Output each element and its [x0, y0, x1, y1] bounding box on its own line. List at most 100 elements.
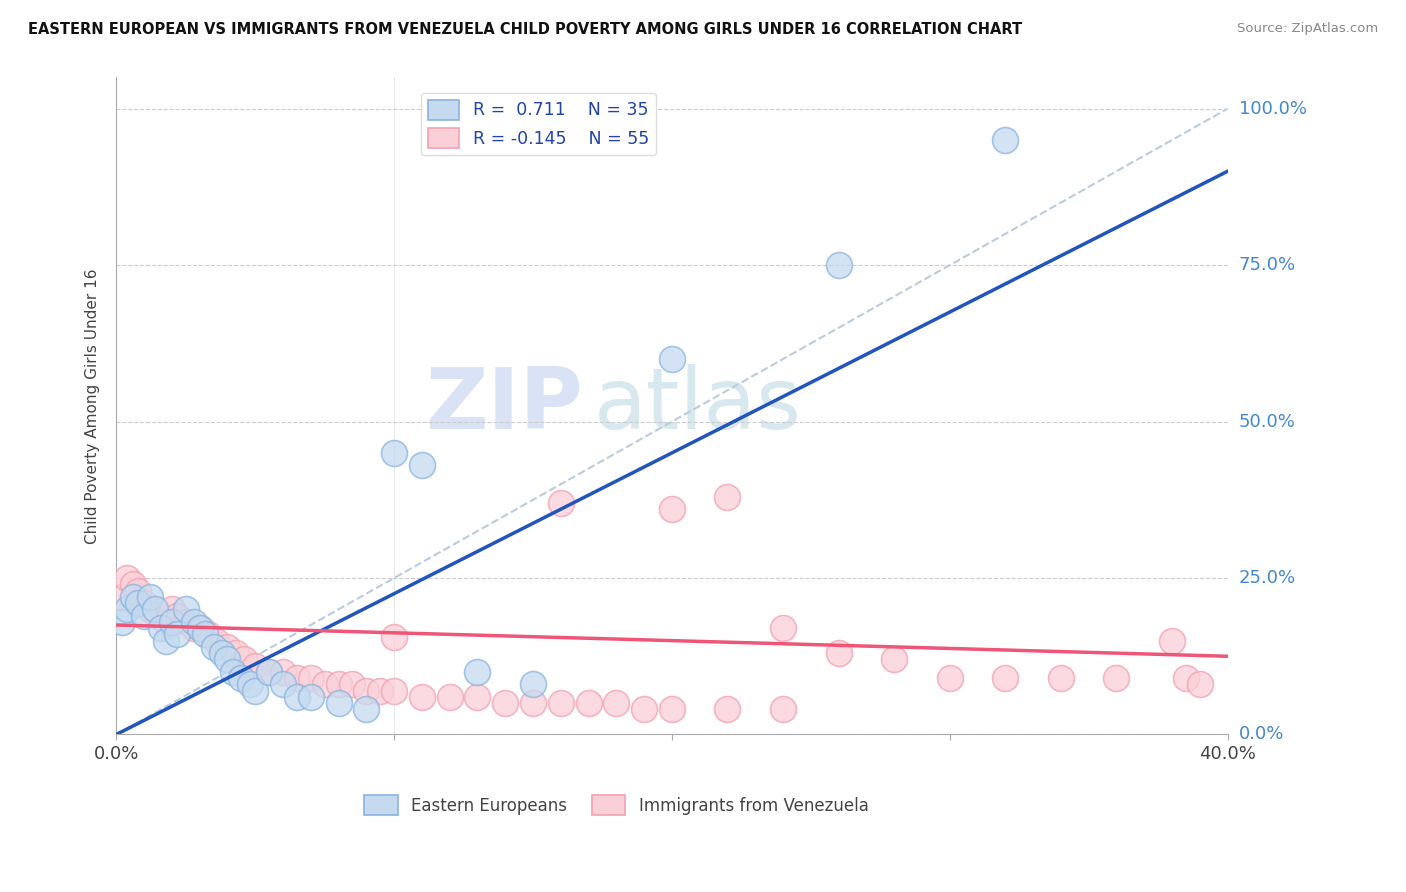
Point	[356, 683, 378, 698]
Point	[661, 702, 683, 716]
Point	[174, 615, 197, 629]
Point	[522, 677, 544, 691]
Point	[411, 458, 433, 473]
Point	[149, 621, 172, 635]
Point	[194, 627, 217, 641]
Text: 50.0%: 50.0%	[1239, 413, 1295, 431]
Point	[222, 665, 245, 679]
Point	[188, 621, 211, 635]
Point	[128, 583, 150, 598]
Point	[117, 571, 139, 585]
Point	[243, 658, 266, 673]
Point	[522, 696, 544, 710]
Point	[111, 615, 134, 629]
Point	[382, 631, 405, 645]
Point	[716, 702, 738, 716]
Point	[143, 602, 166, 616]
Point	[342, 677, 364, 691]
Legend: Eastern Europeans, Immigrants from Venezuela: Eastern Europeans, Immigrants from Venez…	[357, 789, 875, 822]
Point	[382, 446, 405, 460]
Point	[299, 671, 322, 685]
Point	[111, 590, 134, 604]
Point	[661, 502, 683, 516]
Point	[243, 683, 266, 698]
Point	[146, 608, 169, 623]
Point	[994, 671, 1017, 685]
Point	[633, 702, 655, 716]
Point	[661, 352, 683, 367]
Point	[328, 677, 350, 691]
Point	[299, 690, 322, 704]
Point	[285, 690, 308, 704]
Point	[1174, 671, 1197, 685]
Point	[439, 690, 461, 704]
Point	[314, 677, 336, 691]
Point	[132, 596, 155, 610]
Point	[160, 615, 183, 629]
Point	[938, 671, 960, 685]
Point	[225, 646, 247, 660]
Point	[211, 646, 233, 660]
Point	[411, 690, 433, 704]
Point	[138, 590, 160, 604]
Point	[382, 683, 405, 698]
Point	[550, 696, 572, 710]
Point	[188, 621, 211, 635]
Point	[716, 490, 738, 504]
Y-axis label: Child Poverty Among Girls Under 16: Child Poverty Among Girls Under 16	[86, 268, 100, 544]
Point	[550, 496, 572, 510]
Point	[368, 683, 391, 698]
Point	[231, 671, 253, 685]
Point	[285, 671, 308, 685]
Point	[1188, 677, 1211, 691]
Point	[233, 652, 256, 666]
Point	[132, 608, 155, 623]
Point	[122, 590, 145, 604]
Point	[257, 665, 280, 679]
Point	[467, 690, 489, 704]
Point	[1161, 633, 1184, 648]
Point	[271, 665, 294, 679]
Text: 0.0%: 0.0%	[1239, 725, 1284, 744]
Point	[202, 640, 225, 654]
Point	[827, 646, 849, 660]
Text: EASTERN EUROPEAN VS IMMIGRANTS FROM VENEZUELA CHILD POVERTY AMONG GIRLS UNDER 16: EASTERN EUROPEAN VS IMMIGRANTS FROM VENE…	[28, 22, 1022, 37]
Text: Source: ZipAtlas.com: Source: ZipAtlas.com	[1237, 22, 1378, 36]
Point	[166, 608, 188, 623]
Text: 100.0%: 100.0%	[1239, 100, 1306, 118]
Point	[205, 633, 228, 648]
Point	[1105, 671, 1128, 685]
Point	[166, 627, 188, 641]
Point	[578, 696, 600, 710]
Point	[183, 615, 205, 629]
Point	[117, 602, 139, 616]
Point	[827, 258, 849, 272]
Point	[356, 702, 378, 716]
Point	[239, 677, 262, 691]
Point	[1050, 671, 1073, 685]
Point	[160, 602, 183, 616]
Point	[217, 640, 239, 654]
Point	[271, 677, 294, 691]
Point	[122, 577, 145, 591]
Point	[772, 702, 794, 716]
Point	[155, 633, 177, 648]
Text: ZIP: ZIP	[425, 365, 583, 448]
Point	[494, 696, 516, 710]
Point	[772, 621, 794, 635]
Point	[467, 665, 489, 679]
Point	[605, 696, 627, 710]
Text: 25.0%: 25.0%	[1239, 569, 1296, 587]
Point	[138, 602, 160, 616]
Point	[328, 696, 350, 710]
Point	[183, 621, 205, 635]
Point	[883, 652, 905, 666]
Point	[257, 665, 280, 679]
Point	[174, 602, 197, 616]
Point	[128, 596, 150, 610]
Point	[197, 627, 219, 641]
Point	[217, 652, 239, 666]
Point	[155, 615, 177, 629]
Text: atlas: atlas	[595, 365, 801, 448]
Point	[994, 133, 1017, 147]
